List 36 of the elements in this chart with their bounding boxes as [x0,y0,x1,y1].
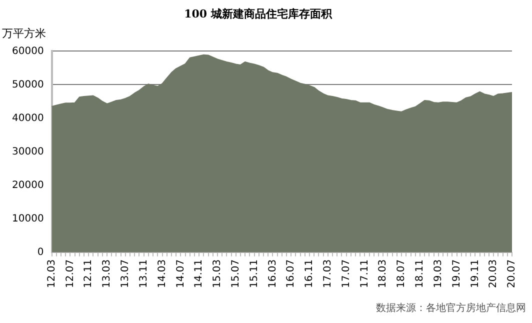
x-tick-label: 19.07 [451,259,462,288]
x-tick-label: 20.07 [506,259,518,288]
x-tick-label: 15.07 [230,259,242,288]
x-tick-label: 15.11 [248,259,260,288]
y-tick-label: 40000 [12,112,44,124]
x-tick-label: 20.03 [488,259,500,288]
x-tick-label: 18.11 [414,259,426,288]
x-tick-label: 12.11 [83,259,94,288]
y-tick-label: 30000 [12,146,44,158]
x-tick-label: 16.07 [286,259,297,288]
x-tick-label: 17.07 [340,259,352,288]
y-axis-title: 万平方米 [2,26,46,41]
y-tick-label: 20000 [12,180,44,191]
y-tick-label: 60000 [12,46,44,57]
x-tick-label: 12.03 [46,259,58,288]
x-tick-label: 19.03 [432,259,444,288]
x-tick-label: 14.07 [175,259,186,288]
x-tick-label: 16.03 [267,259,278,288]
x-tick-label: 18.03 [378,259,389,288]
y-tick-label: 0 [37,246,44,258]
x-tick-label: 14.03 [156,259,168,288]
x-tick-label: 13.03 [102,259,113,288]
x-tick-label: 13.07 [120,259,132,288]
y-tick-label: 10000 [12,213,44,224]
y-tick-label: 50000 [12,79,44,90]
x-tick-label: 12.07 [64,259,76,288]
x-tick-label: 14.11 [194,259,205,288]
x-tick-label: 16.11 [304,259,316,288]
x-tick-label: 13.11 [138,259,150,288]
x-tick-label: 18.07 [396,259,408,288]
source-note: 数据来源：各地官方房地产信息网 [376,302,526,315]
x-tick-label: 15.03 [212,259,224,288]
chart-title: 100 城新建商品住宅库存面积 [184,7,333,20]
x-tick-label: 19.11 [470,259,481,288]
x-tick-label: 17.11 [359,259,370,288]
x-tick-label: 17.03 [322,259,334,288]
